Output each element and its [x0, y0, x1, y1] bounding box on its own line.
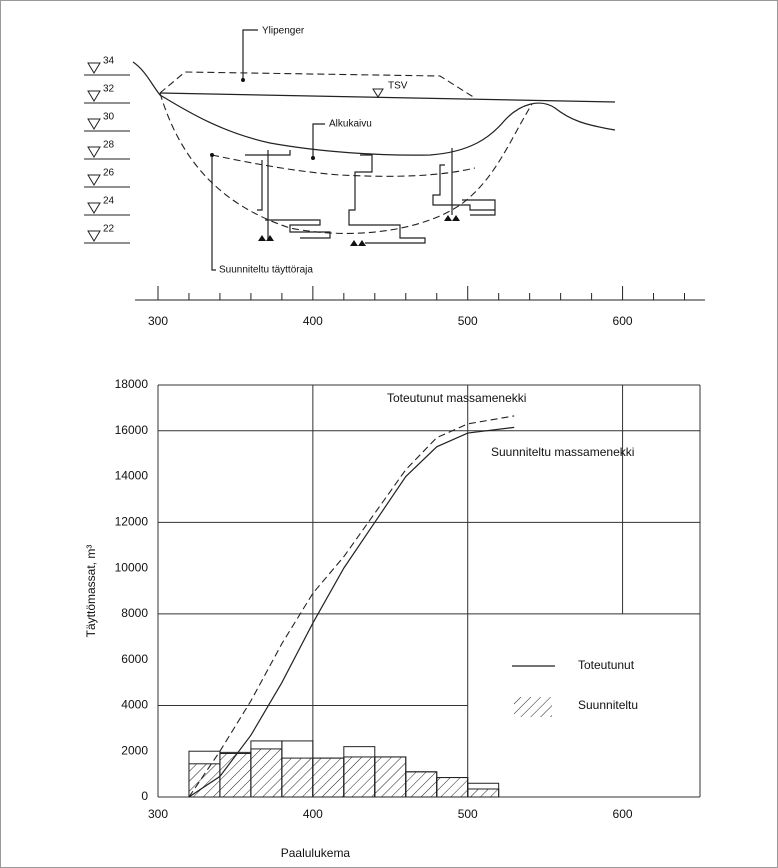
y-tick-label: 8000 — [121, 606, 148, 620]
line — [188, 415, 515, 798]
bar — [343, 756, 376, 798]
bar — [281, 757, 314, 798]
bar — [188, 763, 221, 798]
x-tick-label: 600 — [613, 807, 633, 821]
leader — [211, 155, 216, 271]
y-tick-label: 6000 — [121, 652, 148, 666]
elevation-label: 30 — [103, 112, 115, 123]
section-tick-label: 300 — [148, 314, 168, 328]
x-tick-label: 400 — [303, 807, 323, 821]
leader-dot — [241, 78, 245, 82]
elevation-label: 26 — [103, 168, 115, 179]
chart: 0 2000 4000 6000 8000 10000 12000 14000 16000 180… — [84, 377, 701, 860]
x-tick-label: 300 — [148, 807, 168, 821]
elevation-symbol — [87, 90, 101, 102]
label: Suunniteltu täyttöraja — [219, 265, 313, 276]
y-tick-label: 4000 — [121, 698, 148, 712]
bar — [436, 777, 469, 798]
leader-dot — [210, 153, 214, 157]
elevation-label: 22 — [103, 224, 115, 235]
bar — [374, 756, 407, 798]
bar — [219, 751, 252, 798]
y-axis-label: Täyttömassat, m³ — [84, 545, 98, 638]
elevation-symbol — [87, 118, 101, 130]
section-tick-label: 600 — [613, 314, 633, 328]
bar — [312, 757, 345, 798]
label: Ylipenger — [262, 26, 305, 37]
y-tick-label: 14000 — [115, 469, 149, 483]
y-tick-label: 12000 — [115, 515, 149, 529]
water-symbol — [372, 88, 384, 98]
cross-section: Ylipenger TSV Alkukaivu Suunniteltu täyt… — [84, 26, 705, 328]
annotation: Suunniteltu massamenekki — [491, 445, 634, 459]
leader — [312, 123, 325, 158]
bar — [467, 788, 500, 798]
y-tick-label: 0 — [141, 789, 148, 803]
water-level — [159, 92, 616, 103]
y-tick-label: 10000 — [115, 560, 149, 574]
label: Alkukaivu — [329, 119, 372, 130]
probe-3 — [432, 148, 496, 216]
legend-swatch — [514, 697, 552, 717]
elevation-symbol — [87, 174, 101, 186]
elevation-symbol — [87, 230, 101, 242]
bar — [405, 771, 438, 798]
y-tick-label: 2000 — [121, 743, 148, 757]
leader — [242, 29, 258, 80]
elevation-label: 28 — [103, 140, 115, 151]
leader-dot — [311, 156, 315, 160]
elevation-symbol — [87, 62, 101, 74]
probe-1 — [245, 150, 331, 240]
x-axis-label: Paalulukema — [281, 846, 351, 860]
x-tick-label: 500 — [458, 807, 478, 821]
label: TSV — [388, 81, 408, 92]
inner-boundary — [211, 154, 476, 177]
y-tick-label: 18000 — [115, 377, 149, 391]
elevation-label: 34 — [103, 56, 115, 67]
legend-label: Toteutunut — [578, 658, 635, 672]
elevation-symbol — [87, 202, 101, 214]
elevation-label: 32 — [103, 84, 115, 95]
probe-2 — [348, 154, 426, 244]
elevation-label: 24 — [103, 196, 115, 207]
legend-label: Suunniteltu — [578, 698, 638, 712]
bar — [250, 748, 283, 798]
y-tick-label: 16000 — [115, 423, 149, 437]
section-tick-label: 400 — [303, 314, 323, 328]
elevation-symbol — [87, 146, 101, 158]
line — [188, 426, 515, 798]
annotation: Toteutunut massamenekki — [387, 391, 526, 405]
original-ground — [132, 61, 616, 156]
design-boundary — [159, 92, 533, 234]
fill-outline — [159, 71, 476, 99]
section-tick-label: 500 — [458, 314, 478, 328]
